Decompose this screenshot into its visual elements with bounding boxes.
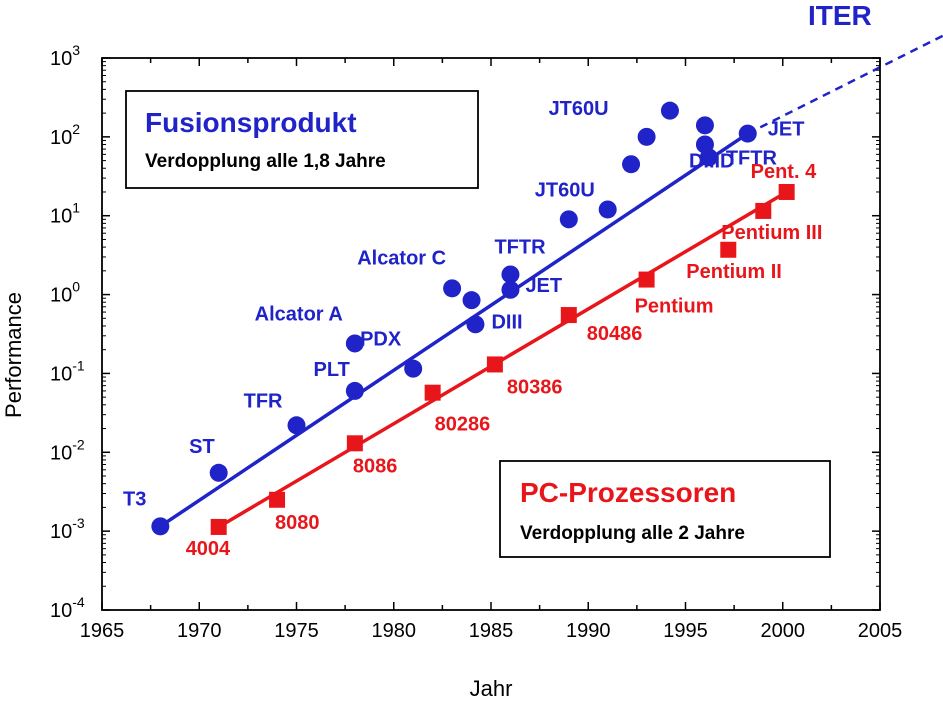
fusion-point xyxy=(660,101,679,120)
trend-line-fusion xyxy=(159,132,749,528)
legend-box-pc: PC-Prozessoren Verdopplung alle 2 Jahre xyxy=(499,460,831,558)
fusion-point xyxy=(151,517,170,536)
fusion-point-label: T3 xyxy=(123,488,146,510)
y-tick-label: 102 xyxy=(50,121,80,149)
x-tick-label: 2000 xyxy=(761,620,806,642)
pc-point-label: 8080 xyxy=(275,512,320,534)
y-tick-exponent: -3 xyxy=(72,515,85,531)
fusion-point xyxy=(695,116,714,135)
pc-point-label: Pentium II xyxy=(686,261,782,283)
pc-point-label: Pentium xyxy=(635,296,714,318)
fusion-point xyxy=(501,265,520,284)
fusion-point xyxy=(466,315,485,334)
fusion-point-label: TFR xyxy=(244,390,283,412)
y-tick-label: 10-2 xyxy=(50,436,85,464)
pc-point xyxy=(486,356,503,373)
legend-subtitle-fusion: Verdopplung alle 1,8 Jahre xyxy=(145,151,386,172)
legend-title-fusion: Fusionsprodukt xyxy=(145,107,357,138)
iter-label: ITER xyxy=(808,0,872,31)
fusion-point xyxy=(462,291,481,310)
fusion-point-label: ST xyxy=(189,436,215,458)
fusion-point-label: TFTR xyxy=(494,236,546,258)
fusion-point xyxy=(637,127,656,146)
pc-point-label: 80486 xyxy=(587,323,643,345)
data-labels: T3 ST TFR PLT Alcator A PDX Alcator C DIII TFTR J… xyxy=(123,98,822,560)
y-tick-exponent: -4 xyxy=(72,594,85,610)
data-markers xyxy=(151,101,795,536)
pc-point xyxy=(720,241,737,258)
fusion-point xyxy=(345,381,364,400)
fusion-point xyxy=(404,359,423,378)
fusion-point xyxy=(287,416,306,435)
x-axis-title: Jahr xyxy=(470,676,513,701)
fusion-point-label: PDX xyxy=(360,329,402,351)
x-tick-label: 1965 xyxy=(80,620,125,642)
legend-frame-pc xyxy=(499,460,831,558)
fusion-point xyxy=(622,155,641,174)
x-tick-labels: 1965 1970 1975 1980 1985 1990 1995 2000 2005 xyxy=(80,620,903,642)
legend-subtitle-pc: Verdopplung alle 2 Jahre xyxy=(520,523,745,544)
pc-point xyxy=(778,183,795,200)
fusion-point-label: Alcator A xyxy=(255,303,343,325)
axis-ticks xyxy=(101,57,881,611)
fusion-point-label: TFTR xyxy=(726,147,778,169)
y-tick-exponent: 0 xyxy=(72,279,80,295)
fusion-point-label: JT60U xyxy=(535,179,595,201)
legend-frame-fusion xyxy=(125,90,479,189)
y-tick-label: 10-1 xyxy=(50,357,85,385)
fusion-point-label: JET xyxy=(525,275,562,297)
fusion-point xyxy=(501,280,520,299)
y-tick-exponent: 2 xyxy=(72,121,80,137)
fusion-point xyxy=(443,279,462,298)
pc-point xyxy=(560,307,577,324)
pc-point xyxy=(424,384,441,401)
fusion-point-label: JET xyxy=(768,119,805,141)
x-tick-label: 1970 xyxy=(177,620,222,642)
y-tick-label: 10-3 xyxy=(50,515,85,543)
fusion-point xyxy=(699,148,718,167)
y-tick-exponent: 1 xyxy=(72,200,80,216)
pc-point xyxy=(210,518,227,535)
pc-point-label: Pentium III xyxy=(721,222,822,244)
fusion-point xyxy=(598,200,617,219)
pc-point-label: 80286 xyxy=(435,414,491,436)
x-tick-label: 1980 xyxy=(372,620,417,642)
y-tick-exponent: 3 xyxy=(72,42,80,58)
fusion-point xyxy=(345,334,364,353)
fusion-point-label: DIII xyxy=(491,311,522,333)
pc-point xyxy=(269,491,286,508)
fusion-point xyxy=(209,463,228,482)
fusion-point xyxy=(738,124,757,143)
y-tick-label: 100 xyxy=(50,279,80,307)
x-tick-label: 2005 xyxy=(858,620,903,642)
y-tick-label: 101 xyxy=(50,200,80,228)
y-tick-label: 103 xyxy=(50,42,80,70)
y-tick-exponent: -1 xyxy=(72,357,85,373)
fusion-point-label: JT60U xyxy=(549,98,609,120)
y-axis-title: Performance xyxy=(1,292,26,418)
fusion-point xyxy=(559,210,578,229)
fusion-point-label: DIIID xyxy=(689,150,735,172)
fusion-point-label: PLT xyxy=(314,359,350,381)
pc-point xyxy=(346,435,363,452)
x-tick-label: 1995 xyxy=(663,620,708,642)
y-tick-label: 10-4 xyxy=(50,594,85,622)
fusion-point-label: Alcator C xyxy=(357,247,446,269)
x-tick-label: 1985 xyxy=(469,620,514,642)
y-tick-exponent: -2 xyxy=(72,436,85,452)
pc-point-label: Pent. 4 xyxy=(751,161,817,183)
pc-point-label: 4004 xyxy=(186,538,231,560)
pc-point xyxy=(638,271,655,288)
pc-point xyxy=(755,202,772,219)
x-tick-label: 1990 xyxy=(566,620,611,642)
pc-point-label: 80386 xyxy=(507,376,563,398)
legend-box-fusion: Fusionsprodukt Verdopplung alle 1,8 Jahr… xyxy=(125,90,479,189)
x-tick-label: 1975 xyxy=(274,620,319,642)
legend-title-pc: PC-Prozessoren xyxy=(520,477,736,508)
pc-point-label: 8086 xyxy=(353,455,398,477)
